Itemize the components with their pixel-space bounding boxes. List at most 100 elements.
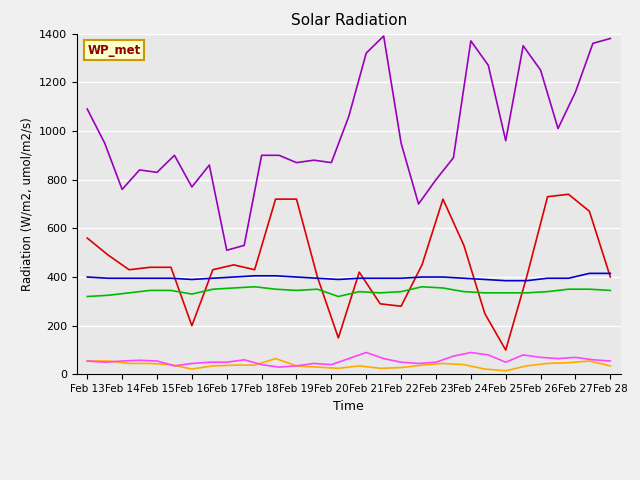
Shortwave In: [586, 208, 593, 214]
PAR in: [345, 113, 353, 119]
Longwave In: [523, 290, 531, 296]
PAR in: [258, 153, 266, 158]
Longwave Out: [544, 276, 552, 281]
Longwave In: [544, 289, 552, 295]
PAR out: [502, 360, 509, 365]
Longwave Out: [564, 276, 572, 281]
PAR out: [537, 354, 545, 360]
Shortwave Out: [314, 364, 321, 370]
Longwave Out: [104, 276, 112, 281]
Shortwave Out: [292, 363, 300, 369]
Shortwave Out: [188, 366, 196, 372]
Shortwave In: [314, 274, 321, 280]
Shortwave Out: [418, 362, 426, 368]
Longwave Out: [418, 274, 426, 280]
Shortwave Out: [481, 366, 489, 372]
PAR out: [101, 360, 109, 365]
PAR out: [136, 358, 143, 363]
PAR in: [118, 187, 126, 192]
Longwave Out: [481, 276, 489, 282]
Shortwave Out: [146, 360, 154, 366]
PAR in: [554, 126, 562, 132]
PAR out: [572, 354, 579, 360]
Longwave Out: [502, 278, 509, 284]
PAR in: [467, 38, 475, 44]
PAR in: [449, 155, 457, 161]
Line: Longwave Out: Longwave Out: [87, 274, 611, 281]
PAR out: [83, 358, 91, 364]
PAR out: [467, 349, 475, 355]
PAR in: [432, 177, 440, 182]
Shortwave In: [544, 194, 552, 200]
PAR in: [83, 106, 91, 112]
Shortwave Out: [272, 356, 280, 361]
PAR out: [223, 360, 230, 365]
Longwave In: [335, 294, 342, 300]
PAR out: [292, 363, 300, 369]
Shortwave Out: [125, 360, 133, 366]
PAR out: [415, 360, 422, 366]
Shortwave In: [83, 235, 91, 241]
Longwave Out: [292, 274, 300, 280]
Line: Shortwave In: Shortwave In: [87, 194, 611, 350]
Shortwave Out: [502, 368, 509, 373]
PAR out: [397, 360, 405, 365]
PAR out: [118, 358, 126, 364]
Longwave In: [355, 289, 363, 295]
PAR in: [589, 40, 596, 46]
Shortwave Out: [230, 362, 237, 368]
Shortwave Out: [397, 365, 405, 371]
PAR in: [328, 160, 335, 166]
PAR in: [241, 242, 248, 248]
Longwave Out: [460, 276, 468, 281]
Shortwave Out: [564, 360, 572, 366]
PAR in: [572, 89, 579, 95]
Shortwave Out: [607, 363, 614, 369]
Longwave In: [167, 288, 175, 293]
Longwave Out: [397, 276, 405, 281]
Longwave In: [209, 286, 216, 292]
Longwave In: [314, 286, 321, 292]
Longwave Out: [272, 273, 280, 279]
PAR out: [258, 362, 266, 368]
PAR in: [310, 157, 318, 163]
Longwave Out: [83, 274, 91, 280]
Longwave In: [586, 286, 593, 292]
PAR in: [607, 36, 614, 41]
Line: PAR in: PAR in: [87, 36, 611, 250]
PAR in: [275, 153, 283, 158]
Longwave In: [292, 288, 300, 293]
PAR in: [415, 201, 422, 207]
PAR in: [101, 140, 109, 146]
Shortwave In: [251, 267, 259, 273]
PAR in: [380, 33, 387, 39]
Longwave Out: [607, 271, 614, 276]
Longwave Out: [188, 276, 196, 282]
Line: Longwave In: Longwave In: [87, 287, 611, 297]
Shortwave In: [376, 301, 384, 307]
Longwave In: [188, 291, 196, 297]
Shortwave In: [481, 311, 489, 316]
Longwave Out: [251, 273, 259, 279]
Shortwave Out: [355, 363, 363, 369]
PAR out: [275, 364, 283, 370]
Longwave In: [564, 286, 572, 292]
PAR out: [449, 353, 457, 359]
Longwave In: [104, 292, 112, 298]
Longwave In: [272, 286, 280, 292]
PAR in: [188, 184, 196, 190]
X-axis label: Time: Time: [333, 400, 364, 413]
Shortwave In: [125, 267, 133, 273]
PAR out: [345, 356, 353, 361]
PAR out: [484, 352, 492, 358]
Longwave In: [481, 290, 489, 296]
Shortwave In: [564, 192, 572, 197]
Shortwave In: [523, 274, 531, 280]
Longwave In: [460, 289, 468, 295]
PAR out: [519, 352, 527, 358]
Longwave Out: [355, 276, 363, 281]
PAR in: [153, 169, 161, 175]
PAR in: [519, 43, 527, 48]
Shortwave In: [607, 274, 614, 280]
Shortwave Out: [439, 360, 447, 366]
